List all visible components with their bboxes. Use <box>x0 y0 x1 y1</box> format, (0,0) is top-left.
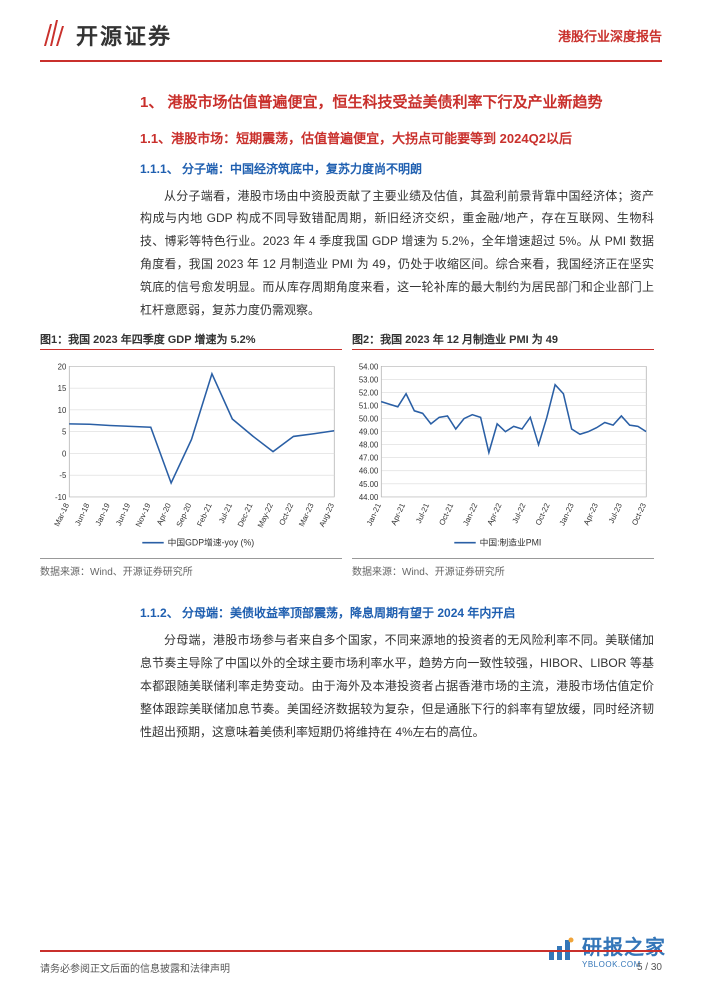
svg-text:45.00: 45.00 <box>359 480 379 489</box>
chart-1-source: 数据来源：Wind、开源证券研究所 <box>40 567 193 578</box>
section-1-title: 1、 港股市场估值普遍便宜，恒生科技受益美债利率下行及产业新趋势 <box>140 86 654 119</box>
svg-text:Oct-22: Oct-22 <box>277 502 295 527</box>
svg-text:Oct-21: Oct-21 <box>437 502 455 527</box>
svg-text:Dec-21: Dec-21 <box>236 502 255 529</box>
svg-text:Jan-22: Jan-22 <box>461 502 479 527</box>
chart-1-svg: -10 -5 0 5 10 15 20 Mar-18Jun-18Jan-19Jun-19Nov… <box>40 356 342 556</box>
charts-row: 图1：我国 2023 年四季度 GDP 增速为 5.2% -10 -5 0 5 10 15… <box>40 331 654 580</box>
content-area: 1、 港股市场估值普遍便宜，恒生科技受益美债利率下行及产业新趋势 1.1、港股市… <box>0 62 702 763</box>
svg-text:49.00: 49.00 <box>359 428 379 437</box>
chart-1-container: 图1：我国 2023 年四季度 GDP 增速为 5.2% -10 -5 0 5 10 15… <box>40 331 342 580</box>
section-1-1-2-title: 1.1.2、 分母端：美债收益率顶部震荡，降息周期有望于 2024 年内开启 <box>140 604 654 621</box>
svg-text:52.00: 52.00 <box>359 389 379 398</box>
svg-text:48.00: 48.00 <box>359 441 379 450</box>
svg-text:54.00: 54.00 <box>359 363 379 372</box>
report-category: 港股行业深度报告 <box>558 26 662 45</box>
svg-text:15: 15 <box>58 385 67 394</box>
svg-text:10: 10 <box>58 406 67 415</box>
svg-text:0: 0 <box>62 450 67 459</box>
svg-text:Apr-23: Apr-23 <box>582 502 600 527</box>
company-logo: 开源证券 <box>40 18 172 52</box>
svg-text:20: 20 <box>58 363 67 372</box>
svg-text:Apr-22: Apr-22 <box>485 502 503 527</box>
svg-text:-5: -5 <box>59 472 66 481</box>
svg-text:Apr-21: Apr-21 <box>389 502 407 527</box>
page-number: 5 / 30 <box>637 962 662 973</box>
page-footer: 请务必参阅正文后面的信息披露和法律声明 5 / 30 <box>0 940 702 991</box>
chart-2-title-underline <box>352 349 654 350</box>
svg-text:Jul-23: Jul-23 <box>607 502 624 525</box>
svg-text:Jan-23: Jan-23 <box>558 502 576 527</box>
svg-text:46.00: 46.00 <box>359 467 379 476</box>
chart-2-container: 图2：我国 2023 年 12 月制造业 PMI 为 49 44.00 45.00… <box>352 331 654 580</box>
section-1-1-title: 1.1、港股市场：短期震荡，估值普遍便宜，大拐点可能要等到 2024Q2以后 <box>140 127 654 152</box>
svg-text:Jan-21: Jan-21 <box>365 502 383 527</box>
page-header: 开源证券 港股行业深度报告 <box>0 0 702 60</box>
svg-text:Jan-19: Jan-19 <box>94 502 112 527</box>
svg-text:Jul-21: Jul-21 <box>414 502 431 525</box>
svg-text:Apr-20: Apr-20 <box>155 502 173 528</box>
chart-1-title: 图1：我国 2023 年四季度 GDP 增速为 5.2% <box>40 331 342 347</box>
chart-2-source: 数据来源：Wind、开源证券研究所 <box>352 567 505 578</box>
svg-text:-10: -10 <box>55 493 67 502</box>
svg-text:44.00: 44.00 <box>359 493 379 502</box>
svg-text:47.00: 47.00 <box>359 454 379 463</box>
svg-text:Mar-18: Mar-18 <box>52 502 71 528</box>
svg-text:51.00: 51.00 <box>359 402 379 411</box>
svg-text:中国:制造业PMI: 中国:制造业PMI <box>480 537 542 548</box>
footer-disclaimer: 请务必参阅正文后面的信息披露和法律声明 <box>40 960 230 975</box>
svg-text:Oct-22: Oct-22 <box>534 502 552 527</box>
svg-text:Feb-21: Feb-21 <box>195 502 214 528</box>
section-1-1-2-body: 分母端，港股市场参与者来自多个国家，不同来源地的投资者的无风险利率不同。美联储加… <box>140 629 654 743</box>
svg-text:中国GDP增速-yoy (%): 中国GDP增速-yoy (%) <box>168 537 255 548</box>
chart-2-source-line: 数据来源：Wind、开源证券研究所 <box>352 558 654 580</box>
svg-text:May-22: May-22 <box>256 502 275 529</box>
svg-text:Aug-23: Aug-23 <box>317 502 336 529</box>
company-name: 开源证券 <box>76 19 172 51</box>
svg-text:Jul-22: Jul-22 <box>510 502 527 525</box>
chart-2-title: 图2：我国 2023 年 12 月制造业 PMI 为 49 <box>352 331 654 347</box>
svg-text:5: 5 <box>62 428 66 437</box>
svg-text:Mar-23: Mar-23 <box>297 502 316 528</box>
svg-text:Jul-21: Jul-21 <box>217 502 234 525</box>
section-1-1-1-title: 1.1.1、 分子端：中国经济筑底中，复苏力度尚不明朗 <box>140 160 654 177</box>
chart-2-svg: 44.00 45.00 46.00 47.00 48.00 49.00 50.00 51.00… <box>352 356 654 556</box>
logo-icon <box>40 18 68 52</box>
chart-1-title-underline <box>40 349 342 350</box>
svg-text:Jun-18: Jun-18 <box>73 502 91 527</box>
svg-text:53.00: 53.00 <box>359 376 379 385</box>
svg-text:Sep-20: Sep-20 <box>175 502 194 529</box>
svg-text:Nov-19: Nov-19 <box>134 502 153 529</box>
chart-1-source-line: 数据来源：Wind、开源证券研究所 <box>40 558 342 580</box>
svg-text:Jun-19: Jun-19 <box>114 502 132 527</box>
section-1-1-1-body: 从分子端看，港股市场由中资股贡献了主要业绩及估值，其盈利前景背靠中国经济体；资产… <box>140 185 654 322</box>
svg-text:Oct-23: Oct-23 <box>630 502 648 527</box>
svg-text:50.00: 50.00 <box>359 415 379 424</box>
